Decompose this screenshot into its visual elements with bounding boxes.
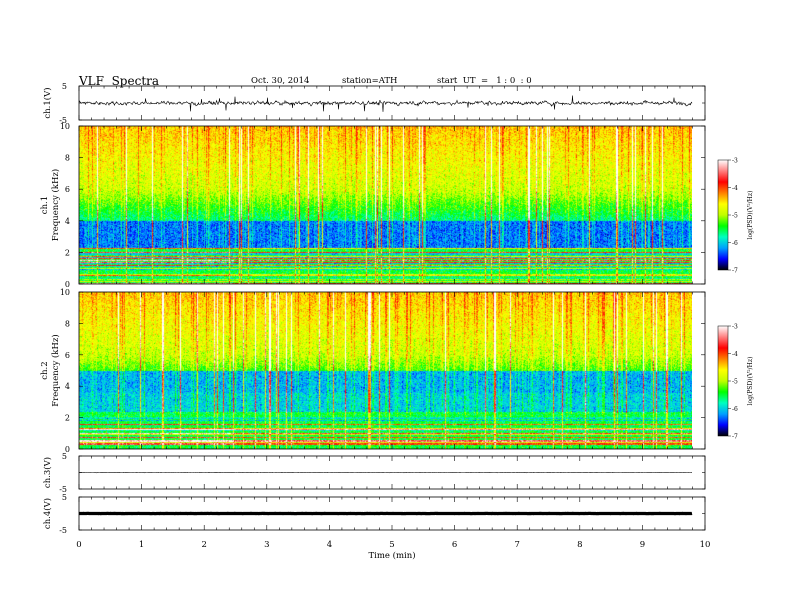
ch1-colorbar-tick-0: -3: [732, 158, 738, 165]
ch1-ytick-2: 2: [65, 248, 70, 257]
ch1-ytick-4: 4: [65, 217, 70, 226]
ch1-channel-label: ch.1: [40, 196, 50, 214]
ch1-ytick-bottom: -5: [59, 116, 67, 125]
ch2-colorbar-label: log(PSD)(V²/Hz): [747, 357, 754, 406]
ch1-ylabel: ch.1(V): [42, 87, 53, 118]
ch3-ytick-bottom: -5: [59, 485, 67, 494]
ch4-ytick-bottom: -5: [59, 526, 67, 535]
ch1-colorbar: [717, 159, 729, 271]
xtick-label-9: 9: [640, 540, 645, 550]
ch2-ylabel: Frequency (kHz): [50, 334, 61, 406]
xtick-label-0: 0: [76, 540, 81, 550]
xtick-label-6: 6: [452, 540, 457, 550]
ch1-ytick-8: 8: [65, 154, 70, 163]
ch2-colorbar-tick-2: -5: [732, 379, 738, 386]
ch2-ytick-4: 4: [65, 382, 70, 391]
xtick-label-1: 1: [139, 540, 144, 550]
ch4-ytick-top: 5: [62, 493, 67, 502]
ch2-channel-label: ch.2: [40, 361, 50, 379]
xtick-label-8: 8: [577, 540, 582, 550]
ch4-ylabel: ch.4(V): [42, 498, 53, 529]
station-label: station=ATH: [342, 76, 398, 86]
ch1-colorbar-tick-2: -5: [732, 213, 738, 220]
xtick-label-3: 3: [264, 540, 269, 550]
xtick-label-2: 2: [201, 540, 206, 550]
ch2-colorbar: [717, 325, 729, 437]
ch2-spectrogram-image: [79, 292, 692, 449]
ch2-colorbar-tick-3: -6: [732, 406, 738, 413]
ch2-colorbar-tick-0: -3: [732, 324, 738, 331]
xtick-label-7: 7: [514, 540, 519, 550]
ch2-colorbar-tick-1: -4: [732, 351, 738, 358]
ch2-ytick-10: 10: [60, 288, 70, 297]
xtick-label-4: 4: [327, 540, 332, 550]
ch2-ytick-0: 0: [65, 445, 70, 454]
ch1-ytick-0: 0: [65, 280, 70, 289]
ch1-spectrogram-image: [79, 126, 692, 284]
ch1-colorbar-tick-1: -4: [732, 185, 738, 192]
ch1-colorbar-label: log(PSD)(V²/Hz): [747, 191, 754, 240]
ch2-colorbar-tick-4: -7: [732, 434, 738, 441]
ch1-ytick-6: 6: [65, 185, 70, 194]
ch2-ytick-8: 8: [65, 319, 70, 328]
ch2-ytick-6: 6: [65, 351, 70, 360]
ch1-ytick-top: 5: [62, 82, 67, 91]
ch2-ytick-2: 2: [65, 414, 70, 423]
ch1-colorbar-tick-4: -7: [732, 268, 738, 275]
ch3-waveform-line: [78, 471, 693, 474]
start-time-label: start UT = 1 : 0 : 0: [437, 76, 532, 86]
x-axis-label: Time (min): [368, 550, 415, 561]
xtick-label-10: 10: [700, 540, 711, 550]
ch1-ylabel: Frequency (kHz): [50, 169, 61, 241]
ch1-colorbar-tick-3: -6: [732, 240, 738, 247]
ch3-ylabel: ch.3(V): [42, 457, 53, 488]
xtick-label-5: 5: [389, 540, 394, 550]
chart-title: VLF Spectra: [79, 74, 160, 88]
date-label: Oct. 30, 2014: [251, 76, 310, 86]
ch1-waveform-line: [78, 95, 693, 112]
ch1-ytick-10: 10: [60, 122, 70, 131]
ch3-ytick-top: 5: [62, 452, 67, 461]
